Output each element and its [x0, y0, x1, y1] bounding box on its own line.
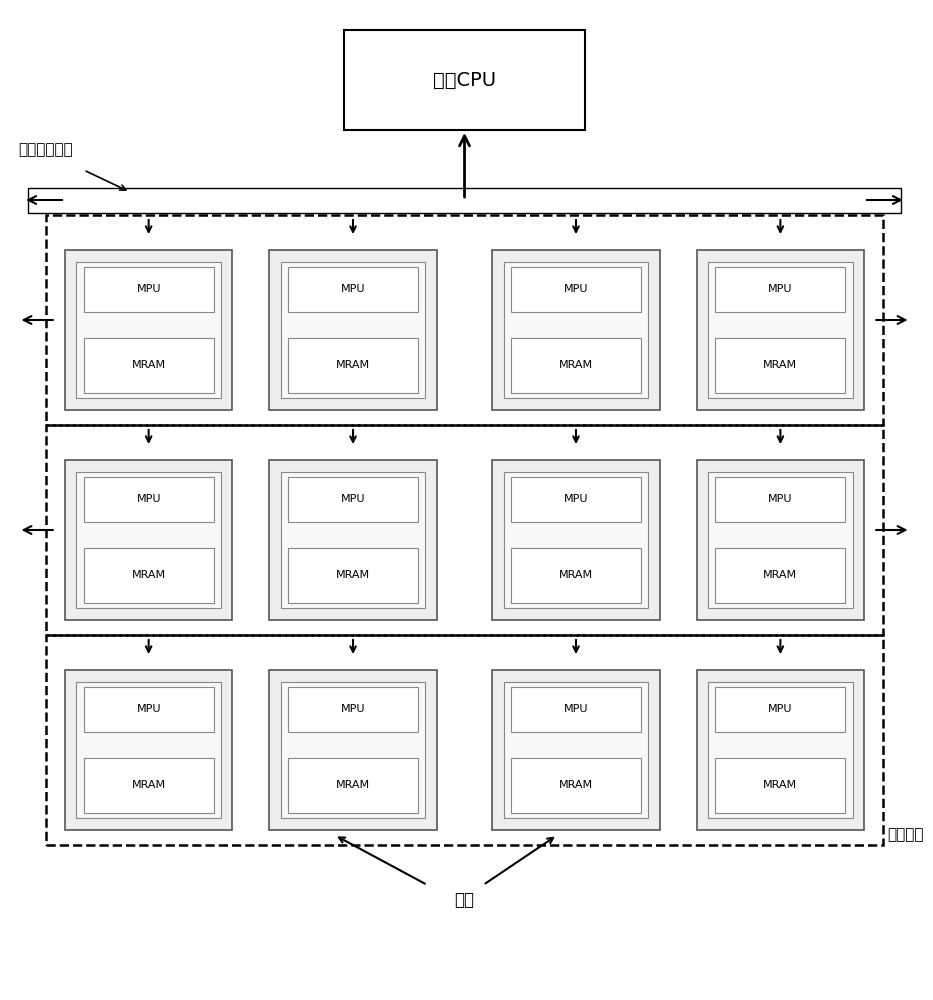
Text: MRAM: MRAM — [336, 360, 370, 370]
Text: MRAM: MRAM — [559, 780, 593, 790]
Text: 主控CPU: 主控CPU — [433, 70, 496, 90]
FancyBboxPatch shape — [84, 687, 214, 732]
FancyBboxPatch shape — [281, 682, 425, 818]
FancyBboxPatch shape — [270, 670, 437, 830]
FancyBboxPatch shape — [716, 477, 845, 522]
Text: MPU: MPU — [768, 494, 793, 504]
FancyBboxPatch shape — [504, 472, 648, 608]
FancyBboxPatch shape — [511, 477, 641, 522]
Text: MPU: MPU — [768, 284, 793, 294]
Text: MPU: MPU — [564, 284, 588, 294]
Text: MPU: MPU — [341, 284, 366, 294]
FancyBboxPatch shape — [84, 267, 214, 312]
FancyBboxPatch shape — [288, 548, 418, 603]
FancyBboxPatch shape — [708, 262, 853, 398]
FancyBboxPatch shape — [84, 338, 214, 393]
FancyBboxPatch shape — [288, 338, 418, 393]
FancyBboxPatch shape — [504, 262, 648, 398]
FancyBboxPatch shape — [77, 262, 221, 398]
FancyBboxPatch shape — [281, 472, 425, 608]
FancyBboxPatch shape — [511, 338, 641, 393]
FancyBboxPatch shape — [288, 687, 418, 732]
Text: MRAM: MRAM — [132, 780, 166, 790]
Text: 细胞阵列: 细胞阵列 — [887, 828, 924, 842]
Text: 细胞阵列总线: 细胞阵列总线 — [19, 142, 74, 157]
Text: MRAM: MRAM — [763, 360, 798, 370]
FancyBboxPatch shape — [84, 548, 214, 603]
FancyBboxPatch shape — [288, 758, 418, 813]
Text: MPU: MPU — [136, 704, 160, 714]
Text: MPU: MPU — [136, 494, 160, 504]
FancyBboxPatch shape — [697, 460, 864, 620]
FancyBboxPatch shape — [493, 250, 660, 410]
FancyBboxPatch shape — [716, 548, 845, 603]
FancyBboxPatch shape — [77, 682, 221, 818]
FancyBboxPatch shape — [84, 758, 214, 813]
FancyBboxPatch shape — [697, 670, 864, 830]
FancyBboxPatch shape — [716, 267, 845, 312]
FancyBboxPatch shape — [511, 548, 641, 603]
FancyBboxPatch shape — [504, 682, 648, 818]
FancyBboxPatch shape — [708, 472, 853, 608]
FancyBboxPatch shape — [65, 460, 232, 620]
FancyBboxPatch shape — [511, 687, 641, 732]
FancyBboxPatch shape — [77, 472, 221, 608]
Text: MPU: MPU — [564, 704, 588, 714]
Text: MRAM: MRAM — [336, 570, 370, 580]
FancyBboxPatch shape — [65, 670, 232, 830]
Text: MPU: MPU — [341, 704, 366, 714]
Text: MRAM: MRAM — [336, 780, 370, 790]
Text: MRAM: MRAM — [559, 570, 593, 580]
FancyBboxPatch shape — [84, 477, 214, 522]
FancyBboxPatch shape — [288, 477, 418, 522]
FancyBboxPatch shape — [716, 687, 845, 732]
FancyBboxPatch shape — [511, 758, 641, 813]
FancyBboxPatch shape — [697, 250, 864, 410]
FancyBboxPatch shape — [343, 30, 585, 130]
FancyBboxPatch shape — [716, 758, 845, 813]
Text: 细胞: 细胞 — [454, 891, 475, 909]
Text: MPU: MPU — [564, 494, 588, 504]
Text: MRAM: MRAM — [132, 360, 166, 370]
Text: MRAM: MRAM — [559, 360, 593, 370]
Text: MPU: MPU — [341, 494, 366, 504]
Text: MRAM: MRAM — [763, 570, 798, 580]
FancyBboxPatch shape — [270, 460, 437, 620]
FancyBboxPatch shape — [65, 250, 232, 410]
Text: MPU: MPU — [136, 284, 160, 294]
FancyBboxPatch shape — [511, 267, 641, 312]
FancyBboxPatch shape — [281, 262, 425, 398]
Text: MPU: MPU — [768, 704, 793, 714]
FancyBboxPatch shape — [493, 670, 660, 830]
FancyBboxPatch shape — [270, 250, 437, 410]
FancyBboxPatch shape — [28, 188, 901, 213]
Text: MRAM: MRAM — [132, 570, 166, 580]
FancyBboxPatch shape — [708, 682, 853, 818]
FancyBboxPatch shape — [493, 460, 660, 620]
FancyBboxPatch shape — [716, 338, 845, 393]
Text: MRAM: MRAM — [763, 780, 798, 790]
FancyBboxPatch shape — [288, 267, 418, 312]
